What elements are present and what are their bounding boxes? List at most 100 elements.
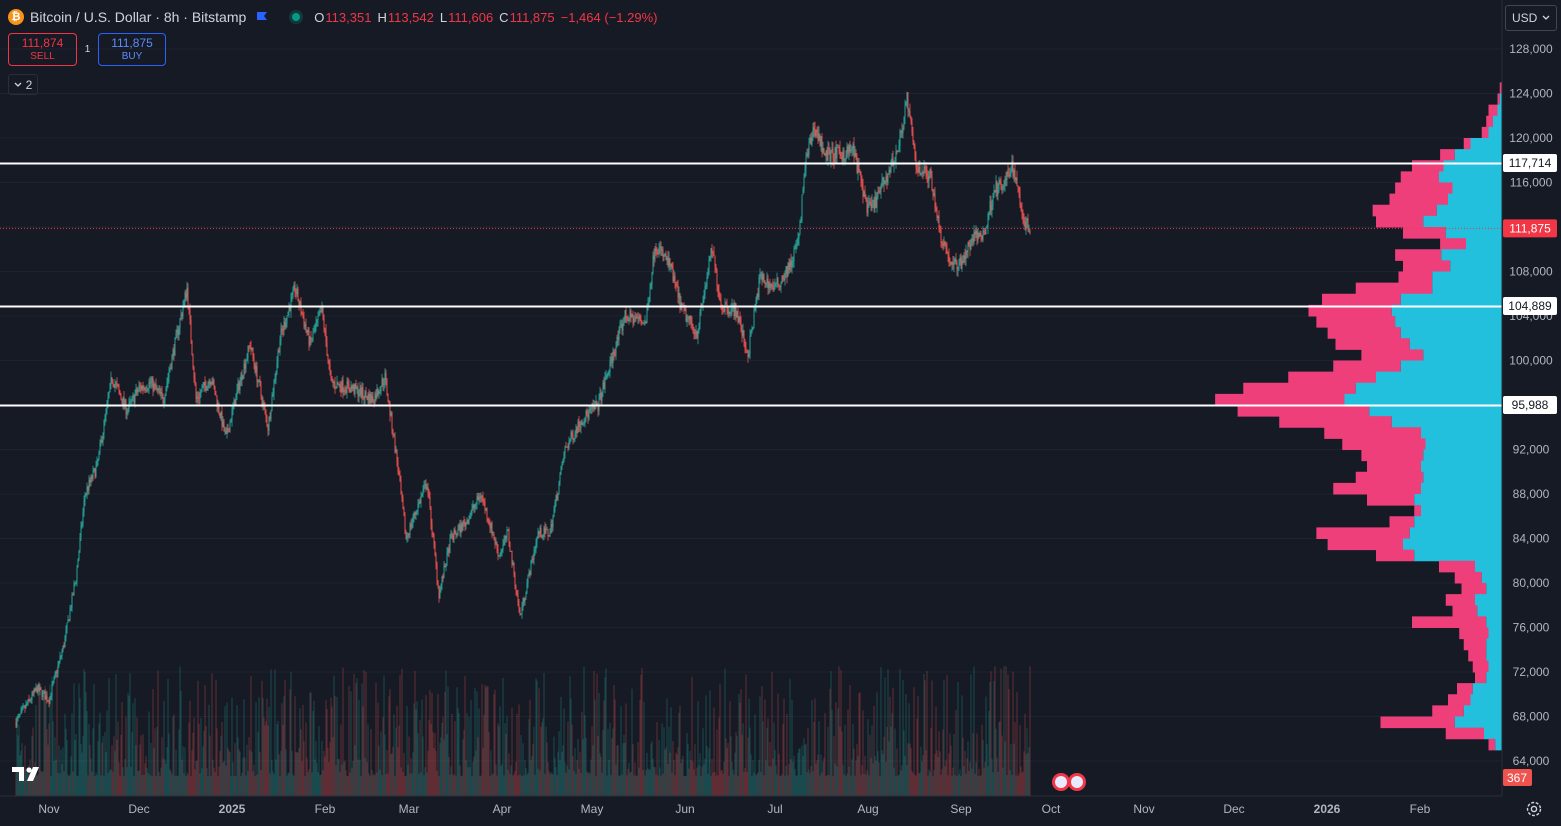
volume-bar: [619, 775, 621, 796]
volume-bar: [770, 766, 772, 796]
candle-body: [521, 606, 523, 614]
volume-bar: [959, 769, 961, 796]
volume-bar: [1007, 674, 1009, 796]
indicators-collapse-button[interactable]: 2: [8, 74, 38, 95]
candle-body: [243, 363, 245, 377]
candle-body: [764, 280, 766, 285]
profile-up-bar: [1391, 416, 1502, 428]
candle-body: [433, 534, 435, 544]
volume-bar: [533, 726, 535, 796]
volume-bar: [798, 748, 800, 796]
candle-body: [987, 214, 989, 227]
candle-body: [615, 346, 617, 356]
profile-up-bar: [1409, 338, 1502, 350]
market-open-status-icon[interactable]: [292, 13, 301, 21]
tradingview-logo-icon[interactable]: [10, 764, 46, 784]
volume-bar: [273, 774, 275, 796]
volume-bar: [563, 708, 565, 796]
volume-bar: [818, 721, 820, 796]
profile-up-bar: [1497, 104, 1502, 117]
candle-body: [327, 355, 329, 361]
volume-bar: [817, 754, 819, 796]
spread-value: 1: [84, 44, 91, 55]
candle-body: [198, 398, 200, 400]
candle-body: [37, 684, 39, 693]
time-axis-panel[interactable]: [0, 796, 1561, 826]
candle-body: [189, 308, 191, 320]
economic-events[interactable]: [1052, 773, 1086, 791]
volume-bar: [932, 775, 934, 796]
candle-body: [324, 328, 326, 331]
candle-body: [366, 395, 368, 400]
candle-body: [504, 535, 506, 541]
candle-body: [382, 378, 384, 386]
volume-bar: [405, 775, 407, 796]
candle-body: [632, 314, 634, 324]
profile-down-bar: [1380, 716, 1455, 729]
candle-body: [53, 677, 55, 683]
volume-bar: [780, 776, 782, 796]
time-axis-label: Aug: [857, 802, 878, 816]
candle-body: [597, 405, 599, 411]
candle-body: [104, 416, 106, 421]
candle-body: [32, 692, 34, 694]
volume-bar: [462, 739, 464, 796]
volume-bar: [485, 687, 487, 796]
symbol-title[interactable]: Bitcoin / U.S. Dollar · 8h · Bitstamp: [30, 9, 247, 25]
candle-body: [523, 598, 525, 602]
volume-bar: [951, 775, 953, 796]
volume-bar: [791, 699, 793, 796]
sell-button[interactable]: 111,874 SELL: [8, 33, 77, 66]
volume-bar: [351, 768, 353, 796]
volume-bar: [471, 775, 473, 796]
candle-body: [703, 294, 705, 301]
candle-body: [485, 508, 487, 510]
buy-button[interactable]: 111,875 BUY: [98, 33, 166, 66]
candle-body: [307, 329, 309, 333]
volume-bar: [631, 688, 633, 796]
profile-up-bar: [1486, 583, 1502, 595]
candle-body: [738, 317, 740, 323]
horizontal-lines[interactable]: [0, 162, 1502, 407]
volume-bar: [957, 681, 959, 796]
volume-bar: [838, 666, 840, 796]
volume-bar: [98, 723, 100, 796]
profile-up-bar: [1484, 727, 1502, 740]
volume-bar: [264, 725, 266, 796]
candle-body: [118, 386, 120, 391]
volume-bar: [751, 775, 753, 796]
candle-body: [339, 383, 341, 388]
volume-bar: [1010, 744, 1012, 796]
volume-value-bg: [1503, 769, 1532, 786]
candle-body: [231, 409, 233, 422]
volume-bar: [608, 759, 610, 796]
candle-body: [1012, 161, 1014, 177]
volume-bar: [161, 737, 163, 796]
volume-bar: [707, 773, 709, 796]
currency-select[interactable]: USD: [1505, 5, 1557, 31]
candle-body: [365, 391, 367, 396]
candle-body: [200, 392, 202, 394]
candle-body: [770, 284, 772, 288]
candle-body: [138, 385, 140, 390]
candle-body: [958, 261, 960, 268]
candle-body: [934, 193, 936, 208]
volume-bar: [1021, 772, 1023, 796]
candle-body: [167, 377, 169, 382]
volume-bar: [737, 775, 739, 796]
gear-icon[interactable]: [1524, 799, 1544, 819]
candle-body: [43, 691, 45, 693]
volume-bar: [122, 767, 124, 796]
volume-bar: [901, 765, 903, 796]
volume-bar: [793, 755, 795, 796]
candle-body: [172, 349, 174, 356]
candle-body: [882, 178, 884, 181]
candle-body: [878, 191, 880, 193]
volume-bar: [224, 706, 226, 796]
flag-icon[interactable]: [256, 11, 268, 23]
candle-body: [424, 484, 426, 487]
volume-bar: [822, 761, 824, 796]
volume-bar: [765, 760, 767, 796]
volume-bar: [1024, 713, 1026, 796]
